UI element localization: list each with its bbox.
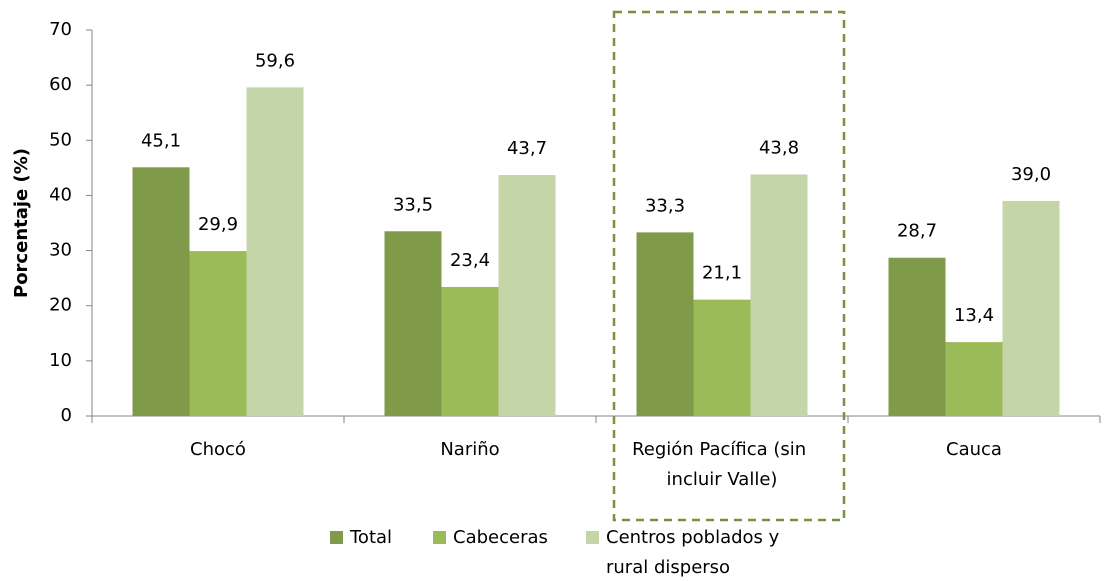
value-label: 59,6 bbox=[255, 50, 295, 71]
value-label: 33,3 bbox=[645, 195, 685, 216]
bar bbox=[246, 87, 304, 416]
value-label: 43,8 bbox=[759, 137, 799, 158]
value-label: 39,0 bbox=[1011, 164, 1051, 185]
highlight-box bbox=[612, 10, 846, 522]
y-tick-label: 70 bbox=[49, 19, 72, 40]
legend-swatch bbox=[586, 531, 599, 544]
x-tick-label: Región Pacífica (sin incluir Valle) bbox=[632, 439, 812, 490]
y-tick-label: 30 bbox=[49, 240, 72, 261]
value-label: 45,1 bbox=[141, 130, 181, 151]
value-label: 28,7 bbox=[897, 221, 937, 242]
bar bbox=[945, 342, 1003, 416]
x-tick-label: Nariño bbox=[440, 439, 499, 460]
x-tick-label: Cauca bbox=[946, 439, 1002, 460]
bar bbox=[636, 232, 694, 416]
legend-swatch bbox=[330, 531, 343, 544]
y-tick-label: 10 bbox=[49, 350, 72, 371]
value-label: 33,5 bbox=[393, 194, 433, 215]
bar bbox=[693, 299, 751, 416]
y-tick-label: 40 bbox=[49, 184, 72, 205]
value-label: 29,9 bbox=[198, 214, 238, 235]
y-axis-title: Porcentaje (%) bbox=[11, 148, 32, 298]
legend-label: Total bbox=[349, 527, 392, 548]
bar bbox=[441, 286, 499, 416]
value-label: 23,4 bbox=[450, 250, 490, 271]
y-tick-label: 0 bbox=[61, 405, 72, 426]
value-label: 21,1 bbox=[702, 263, 742, 284]
legend-label: Centros poblados y rural disperso bbox=[606, 527, 785, 578]
bar bbox=[1002, 200, 1060, 416]
y-tick-label: 60 bbox=[49, 74, 72, 95]
bar bbox=[750, 174, 808, 416]
x-tick-label: Chocó bbox=[190, 439, 246, 460]
y-tick-label: 50 bbox=[49, 129, 72, 150]
bar bbox=[498, 175, 556, 416]
legend-swatch bbox=[433, 531, 446, 544]
bar bbox=[384, 231, 442, 416]
bar bbox=[888, 257, 946, 416]
legend-label: Cabeceras bbox=[453, 527, 548, 548]
bar bbox=[132, 167, 190, 416]
y-tick-label: 20 bbox=[49, 295, 72, 316]
value-label: 13,4 bbox=[954, 305, 994, 326]
value-label: 43,7 bbox=[507, 138, 547, 159]
bar bbox=[189, 251, 247, 416]
